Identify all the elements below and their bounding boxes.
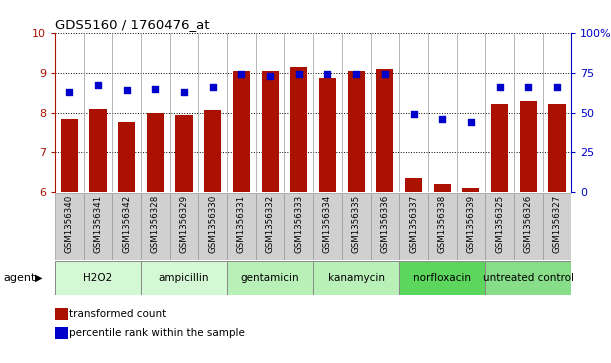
Bar: [60, 119, 78, 192]
FancyBboxPatch shape: [514, 193, 543, 260]
Text: GSM1356328: GSM1356328: [151, 195, 160, 253]
Point: [495, 84, 505, 90]
Point: [294, 71, 304, 77]
Text: GSM1356330: GSM1356330: [208, 195, 218, 253]
Point: [150, 86, 160, 91]
Text: GSM1356326: GSM1356326: [524, 195, 533, 253]
FancyBboxPatch shape: [141, 193, 170, 260]
Bar: [463, 188, 480, 192]
FancyBboxPatch shape: [313, 193, 342, 260]
Bar: [405, 179, 422, 192]
Bar: [55, 327, 68, 339]
Text: GSM1356342: GSM1356342: [122, 195, 131, 253]
Text: GSM1356331: GSM1356331: [237, 195, 246, 253]
FancyBboxPatch shape: [428, 193, 456, 260]
Point: [323, 71, 332, 77]
Point: [524, 84, 533, 90]
Point: [466, 119, 476, 125]
FancyBboxPatch shape: [543, 193, 571, 260]
Bar: [491, 104, 508, 192]
Text: GSM1356335: GSM1356335: [352, 195, 360, 253]
Text: kanamycin: kanamycin: [327, 273, 385, 283]
Text: H2O2: H2O2: [83, 273, 112, 283]
FancyBboxPatch shape: [199, 193, 227, 260]
Text: GSM1356333: GSM1356333: [295, 195, 303, 253]
FancyBboxPatch shape: [370, 193, 399, 260]
Bar: [141, 261, 227, 295]
Text: GSM1356336: GSM1356336: [380, 195, 389, 253]
Bar: [118, 122, 135, 192]
Point: [122, 87, 131, 93]
Bar: [175, 115, 192, 192]
FancyBboxPatch shape: [84, 193, 112, 260]
Point: [351, 71, 361, 77]
Text: ampicillin: ampicillin: [159, 273, 210, 283]
Bar: [376, 69, 393, 192]
Point: [409, 111, 419, 117]
Text: ▶: ▶: [35, 273, 42, 283]
Bar: [485, 261, 571, 295]
Text: GSM1356339: GSM1356339: [466, 195, 475, 253]
Bar: [348, 70, 365, 192]
Text: GSM1356327: GSM1356327: [552, 195, 562, 253]
Text: GSM1356329: GSM1356329: [180, 195, 189, 253]
Point: [93, 82, 103, 88]
Bar: [55, 261, 141, 295]
Text: GSM1356325: GSM1356325: [495, 195, 504, 253]
Point: [552, 84, 562, 90]
FancyBboxPatch shape: [256, 193, 285, 260]
Bar: [89, 109, 107, 192]
Text: untreated control: untreated control: [483, 273, 574, 283]
Point: [380, 71, 390, 77]
Point: [265, 73, 275, 79]
FancyBboxPatch shape: [342, 193, 370, 260]
FancyBboxPatch shape: [485, 193, 514, 260]
Text: agent: agent: [3, 273, 35, 283]
FancyBboxPatch shape: [170, 193, 199, 260]
Text: norfloxacin: norfloxacin: [413, 273, 471, 283]
Text: GDS5160 / 1760476_at: GDS5160 / 1760476_at: [55, 19, 210, 32]
Text: GSM1356337: GSM1356337: [409, 195, 418, 253]
Bar: [227, 261, 313, 295]
Text: GSM1356338: GSM1356338: [437, 195, 447, 253]
Bar: [262, 72, 279, 192]
Bar: [434, 184, 451, 192]
Text: GSM1356340: GSM1356340: [65, 195, 74, 253]
FancyBboxPatch shape: [227, 193, 256, 260]
FancyBboxPatch shape: [399, 193, 428, 260]
Bar: [520, 101, 537, 192]
Bar: [399, 261, 485, 295]
FancyBboxPatch shape: [456, 193, 485, 260]
Text: transformed count: transformed count: [69, 309, 166, 318]
Text: gentamicin: gentamicin: [241, 273, 299, 283]
Text: percentile rank within the sample: percentile rank within the sample: [69, 329, 245, 338]
Point: [64, 89, 74, 95]
Bar: [319, 78, 336, 192]
Point: [236, 71, 246, 77]
Bar: [147, 113, 164, 192]
Text: GSM1356332: GSM1356332: [266, 195, 274, 253]
Point: [437, 116, 447, 122]
FancyBboxPatch shape: [55, 193, 84, 260]
Bar: [548, 104, 566, 192]
FancyBboxPatch shape: [285, 193, 313, 260]
FancyBboxPatch shape: [112, 193, 141, 260]
Point: [208, 84, 218, 90]
Bar: [204, 110, 221, 192]
Bar: [233, 71, 250, 192]
Text: GSM1356334: GSM1356334: [323, 195, 332, 253]
Bar: [313, 261, 399, 295]
Text: GSM1356341: GSM1356341: [93, 195, 103, 253]
Bar: [55, 307, 68, 319]
Bar: [290, 68, 307, 192]
Point: [179, 89, 189, 95]
